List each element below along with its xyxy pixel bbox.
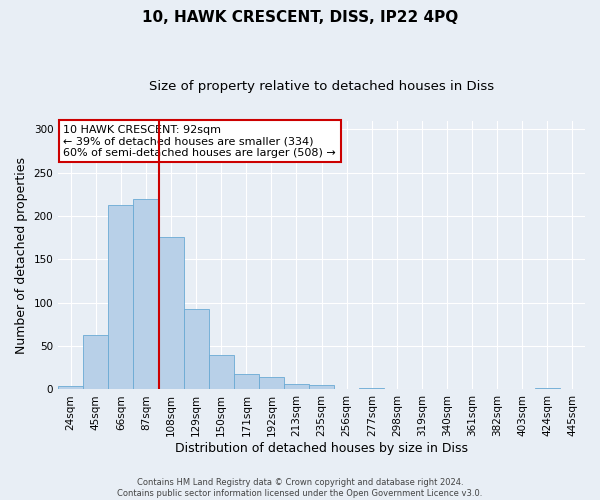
Bar bbox=[133, 198, 158, 390]
Bar bbox=[209, 355, 234, 390]
X-axis label: Distribution of detached houses by size in Diss: Distribution of detached houses by size … bbox=[175, 442, 468, 455]
Bar bbox=[284, 384, 309, 390]
Bar bbox=[259, 378, 284, 390]
Bar bbox=[109, 204, 133, 390]
Text: 10, HAWK CRESCENT, DISS, IP22 4PQ: 10, HAWK CRESCENT, DISS, IP22 4PQ bbox=[142, 10, 458, 25]
Bar bbox=[83, 335, 109, 390]
Bar bbox=[184, 309, 209, 390]
Bar bbox=[234, 374, 259, 390]
Bar bbox=[158, 237, 184, 390]
Bar bbox=[535, 388, 560, 390]
Text: 10 HAWK CRESCENT: 92sqm
← 39% of detached houses are smaller (334)
60% of semi-d: 10 HAWK CRESCENT: 92sqm ← 39% of detache… bbox=[64, 124, 336, 158]
Bar bbox=[309, 385, 334, 390]
Bar bbox=[58, 386, 83, 390]
Title: Size of property relative to detached houses in Diss: Size of property relative to detached ho… bbox=[149, 80, 494, 93]
Bar bbox=[359, 388, 385, 390]
Text: Contains HM Land Registry data © Crown copyright and database right 2024.
Contai: Contains HM Land Registry data © Crown c… bbox=[118, 478, 482, 498]
Y-axis label: Number of detached properties: Number of detached properties bbox=[15, 156, 28, 354]
